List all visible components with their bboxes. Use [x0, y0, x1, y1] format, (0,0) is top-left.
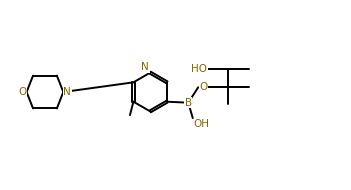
Text: OH: OH [193, 119, 209, 129]
Text: N: N [63, 87, 71, 97]
Text: O: O [200, 82, 208, 92]
Text: O: O [18, 87, 27, 97]
Text: B: B [185, 98, 192, 108]
Text: HO: HO [191, 64, 207, 74]
Text: N: N [141, 62, 149, 72]
